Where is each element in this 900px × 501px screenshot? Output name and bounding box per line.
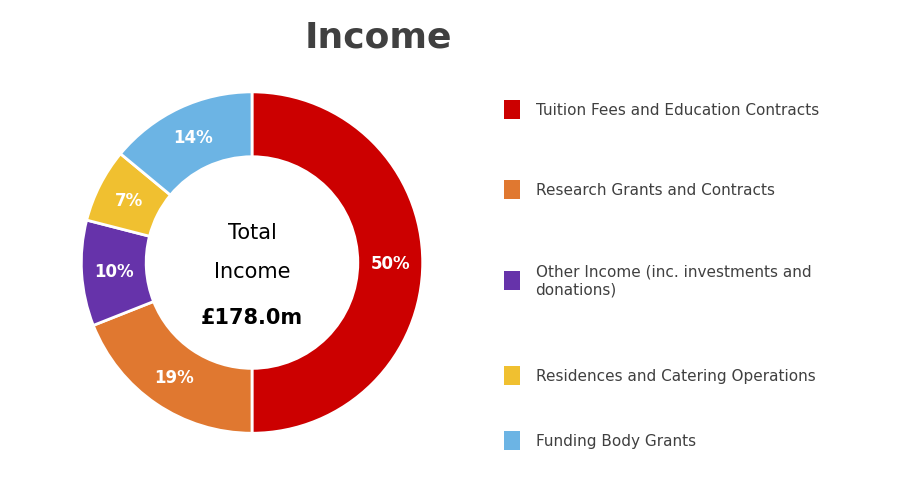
Text: 10%: 10% bbox=[94, 263, 134, 281]
Wedge shape bbox=[81, 220, 154, 326]
Wedge shape bbox=[94, 302, 252, 433]
Text: Total: Total bbox=[228, 222, 276, 242]
Text: Residences and Catering Operations: Residences and Catering Operations bbox=[536, 368, 815, 383]
Text: 19%: 19% bbox=[155, 368, 194, 386]
Text: Income: Income bbox=[214, 262, 290, 282]
Wedge shape bbox=[121, 93, 252, 196]
Text: Other Income (inc. investments and
donations): Other Income (inc. investments and donat… bbox=[536, 265, 811, 297]
Text: Tuition Fees and Education Contracts: Tuition Fees and Education Contracts bbox=[536, 103, 819, 118]
Text: Income: Income bbox=[304, 20, 452, 54]
Text: 14%: 14% bbox=[174, 129, 213, 147]
Text: 50%: 50% bbox=[371, 254, 410, 272]
Text: Funding Body Grants: Funding Body Grants bbox=[536, 433, 696, 448]
Text: 7%: 7% bbox=[114, 191, 143, 209]
Wedge shape bbox=[86, 154, 170, 237]
Wedge shape bbox=[252, 93, 423, 433]
Text: £178.0m: £178.0m bbox=[201, 308, 303, 328]
Text: Research Grants and Contracts: Research Grants and Contracts bbox=[536, 183, 775, 198]
